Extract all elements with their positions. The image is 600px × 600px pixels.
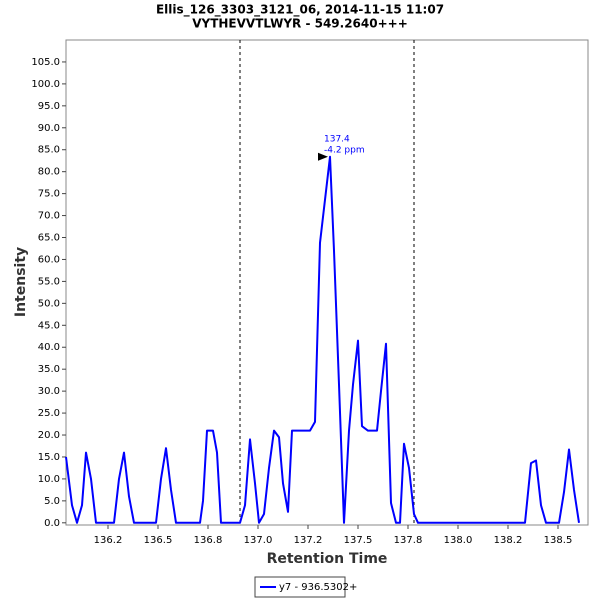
- x-tick-label: 136.8: [194, 535, 223, 546]
- x-tick-label: 136.5: [144, 535, 173, 546]
- y-tick-label: 35.0: [38, 364, 60, 375]
- y-tick-label: 5.0: [44, 496, 60, 507]
- y-tick-label: 65.0: [38, 233, 60, 244]
- y-tick-label: 45.0: [38, 320, 60, 331]
- y-tick-label: 100.0: [31, 79, 60, 90]
- y-tick-label: 10.0: [38, 474, 60, 485]
- y-tick-label: 75.0: [38, 189, 60, 200]
- chart-subtitle: VYTHEVVTLWYR - 549.2640+++: [192, 17, 408, 31]
- line-series: [65, 155, 580, 524]
- y-tick-label: 90.0: [38, 123, 60, 134]
- annotation-arrow: [318, 152, 328, 161]
- x-tick-label: 137.2: [294, 535, 323, 546]
- x-axis-label: Retention Time: [267, 551, 388, 567]
- plot-frame: [65, 39, 589, 526]
- legend-label: y7 - 936.5302+: [279, 582, 357, 593]
- x-tick-label: 137.0: [244, 535, 273, 546]
- y-tick-label: 15.0: [38, 452, 60, 463]
- y-tick-label: 55.0: [38, 276, 60, 287]
- y-tick-label: 40.0: [38, 342, 60, 353]
- x-tick-label: 137.8: [394, 535, 423, 546]
- x-tick-label: 138.0: [444, 535, 473, 546]
- chart-title: Ellis_126_3303_3121_06, 2014-11-15 11:07: [156, 3, 444, 18]
- legend: [254, 576, 346, 598]
- x-tick-label: 137.5: [344, 535, 373, 546]
- y-tick-label: 105.0: [31, 57, 60, 68]
- y-tick-label: 50.0: [38, 298, 60, 309]
- x-tick-label: 136.2: [94, 535, 123, 546]
- annotation: 137.4: [324, 134, 350, 144]
- y-tick-label: 0.0: [44, 518, 60, 529]
- y-tick-label: 85.0: [38, 145, 60, 156]
- y-tick-label: 30.0: [38, 386, 60, 397]
- x-tick-label: 138.5: [544, 535, 573, 546]
- y-axis-label: Intensity: [13, 247, 29, 317]
- y-tick-label: 70.0: [38, 211, 60, 222]
- annotation: -4.2 ppm: [324, 145, 365, 155]
- y-tick-label: 80.0: [38, 167, 60, 178]
- y-tick-label: 95.0: [38, 101, 60, 112]
- y-tick-label: 60.0: [38, 254, 60, 265]
- y-tick-label: 25.0: [38, 408, 60, 419]
- y-tick-label: 20.0: [38, 430, 60, 441]
- x-tick-label: 138.2: [494, 535, 523, 546]
